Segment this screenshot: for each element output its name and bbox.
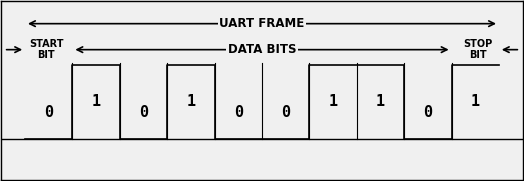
Text: 0: 0 — [139, 105, 148, 120]
Text: 0: 0 — [44, 105, 53, 120]
Text: 0: 0 — [234, 105, 243, 120]
Text: DATA BITS: DATA BITS — [228, 43, 296, 56]
Text: 0: 0 — [281, 105, 290, 120]
Text: 1: 1 — [376, 94, 385, 109]
Text: STOP
BIT: STOP BIT — [463, 39, 492, 60]
Text: 1: 1 — [187, 94, 195, 109]
Text: START
BIT: START BIT — [29, 39, 63, 60]
Text: UART FRAME: UART FRAME — [220, 17, 304, 30]
Text: 1: 1 — [92, 94, 101, 109]
Text: 1: 1 — [329, 94, 337, 109]
Text: 1: 1 — [471, 94, 480, 109]
Text: 0: 0 — [423, 105, 432, 120]
